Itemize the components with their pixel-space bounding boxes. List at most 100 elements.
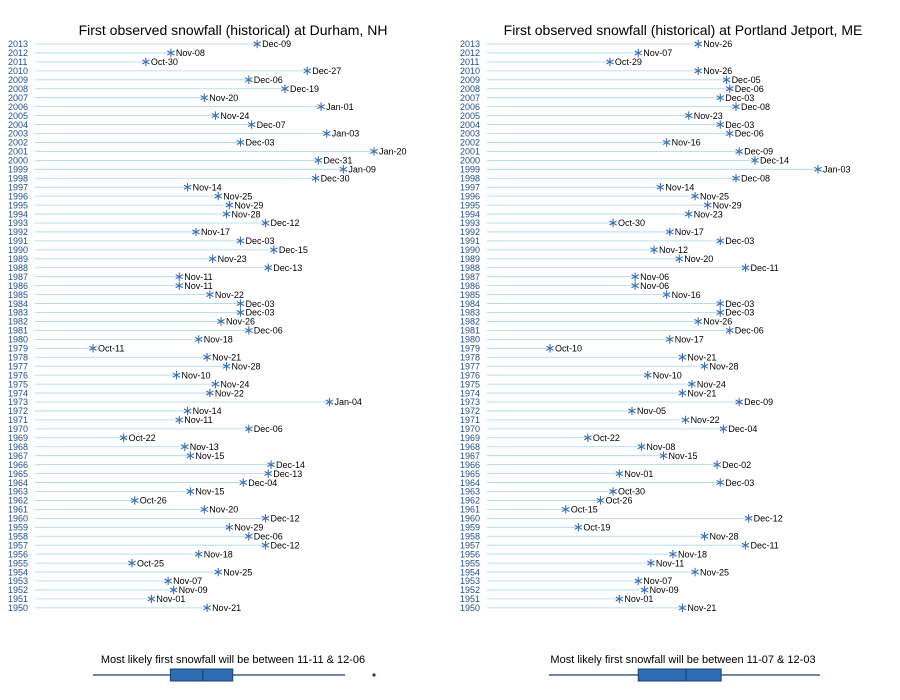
date-label: Dec-09: [744, 147, 773, 157]
date-label: Nov-17: [675, 227, 704, 237]
data-point-marker: [314, 156, 323, 165]
year-label: 1980: [8, 335, 28, 345]
date-label: Nov-25: [700, 191, 729, 201]
data-point-marker: [669, 549, 677, 559]
date-label: Oct-22: [593, 433, 620, 443]
date-label: Nov-28: [232, 361, 261, 371]
date-label: Nov-20: [684, 254, 713, 264]
data-point-marker: [700, 532, 709, 541]
year-label: 1969: [8, 433, 28, 443]
data-point-marker: [659, 451, 668, 460]
date-label: Nov-11: [184, 281, 212, 291]
year-label: 1968: [8, 442, 28, 452]
date-label: Oct-26: [605, 496, 632, 506]
date-label: Nov-20: [209, 93, 238, 103]
date-label: Nov-14: [193, 182, 222, 192]
data-point-marker: [175, 272, 184, 281]
data-point-marker: [214, 567, 223, 577]
data-point-marker: [261, 541, 270, 550]
year-label: 1994: [8, 209, 28, 219]
date-label: Nov-28: [232, 209, 261, 219]
date-label: Nov-21: [212, 603, 241, 613]
date-label: Oct-29: [615, 57, 642, 67]
date-label: Nov-25: [223, 191, 252, 201]
date-label: Nov-21: [687, 603, 716, 613]
year-label: 1951: [460, 594, 480, 604]
date-label: Dec-12: [270, 514, 299, 524]
year-label: 1991: [460, 236, 480, 246]
date-label: Dec-02: [722, 460, 751, 470]
data-point-marker: [716, 299, 725, 308]
year-label: 1955: [8, 558, 28, 568]
date-label: Nov-22: [215, 388, 244, 398]
data-point-marker: [261, 218, 270, 228]
year-label: 2009: [8, 75, 28, 85]
year-label: 2002: [460, 138, 480, 148]
date-label: Oct-26: [140, 496, 167, 506]
data-point-marker: [665, 227, 674, 237]
data-point-marker: [167, 48, 175, 58]
data-point-marker: [722, 75, 731, 85]
data-point-marker: [744, 514, 753, 523]
data-point-marker: [732, 174, 740, 183]
year-label: 1969: [460, 433, 480, 443]
date-label: Nov-14: [193, 406, 222, 416]
year-label: 1989: [8, 254, 28, 264]
data-point-marker: [183, 182, 192, 192]
data-point-marker: [183, 406, 192, 416]
date-label: Dec-05: [732, 75, 761, 85]
year-label: 2003: [8, 129, 28, 139]
date-label: Nov-22: [215, 290, 244, 300]
date-label: Dec-13: [273, 263, 302, 273]
date-label: Nov-17: [201, 227, 230, 237]
date-label: Nov-01: [624, 594, 653, 604]
date-label: Jan-03: [823, 165, 851, 175]
date-label: Dec-03: [725, 120, 754, 130]
year-label: 1971: [8, 415, 28, 425]
date-label: Nov-11: [184, 272, 212, 282]
date-label: Oct-30: [618, 487, 645, 497]
date-label: Nov-11: [656, 558, 684, 568]
year-label: 2008: [8, 84, 28, 94]
year-label: 1988: [460, 263, 480, 273]
data-point-marker: [222, 362, 231, 371]
data-point-marker: [751, 156, 759, 165]
data-point-marker: [175, 415, 184, 425]
date-label: Jan-04: [334, 397, 362, 407]
data-point-marker: [631, 272, 640, 281]
data-point-marker: [716, 236, 725, 246]
date-label: Nov-01: [156, 594, 185, 604]
year-label: 1998: [460, 173, 480, 183]
data-point-marker: [119, 433, 128, 442]
year-label: 2007: [460, 93, 480, 103]
date-label: Oct-11: [98, 344, 124, 354]
date-label: Nov-18: [678, 549, 707, 559]
data-point-marker: [180, 442, 189, 451]
data-point-marker: [186, 487, 195, 496]
year-label: 2010: [460, 66, 480, 76]
date-label: Nov-21: [212, 352, 241, 362]
date-label: Nov-29: [713, 200, 742, 210]
date-label: Jan-20: [379, 147, 407, 157]
data-point-marker: [634, 576, 643, 586]
data-point-marker: [716, 93, 725, 102]
data-point-marker: [631, 281, 640, 290]
data-point-marker: [606, 57, 614, 67]
date-label: Nov-07: [643, 48, 672, 58]
year-label: 1959: [460, 523, 480, 533]
data-point-marker: [192, 227, 200, 237]
date-label: Nov-20: [209, 505, 238, 515]
year-label: 2008: [460, 84, 480, 94]
year-label: 1958: [8, 531, 28, 541]
date-label: Nov-24: [220, 379, 249, 389]
date-label: Nov-12: [659, 245, 688, 255]
data-point-marker: [716, 478, 725, 487]
data-point-marker: [186, 451, 195, 460]
date-label: Dec-08: [741, 173, 770, 183]
data-point-marker: [735, 397, 744, 407]
data-point-marker: [561, 505, 570, 514]
data-point-marker: [169, 585, 178, 595]
year-label: 1987: [460, 272, 480, 282]
data-point-marker: [264, 263, 273, 272]
chart-caption: Most likely first snowfall will be betwe…: [101, 654, 365, 666]
